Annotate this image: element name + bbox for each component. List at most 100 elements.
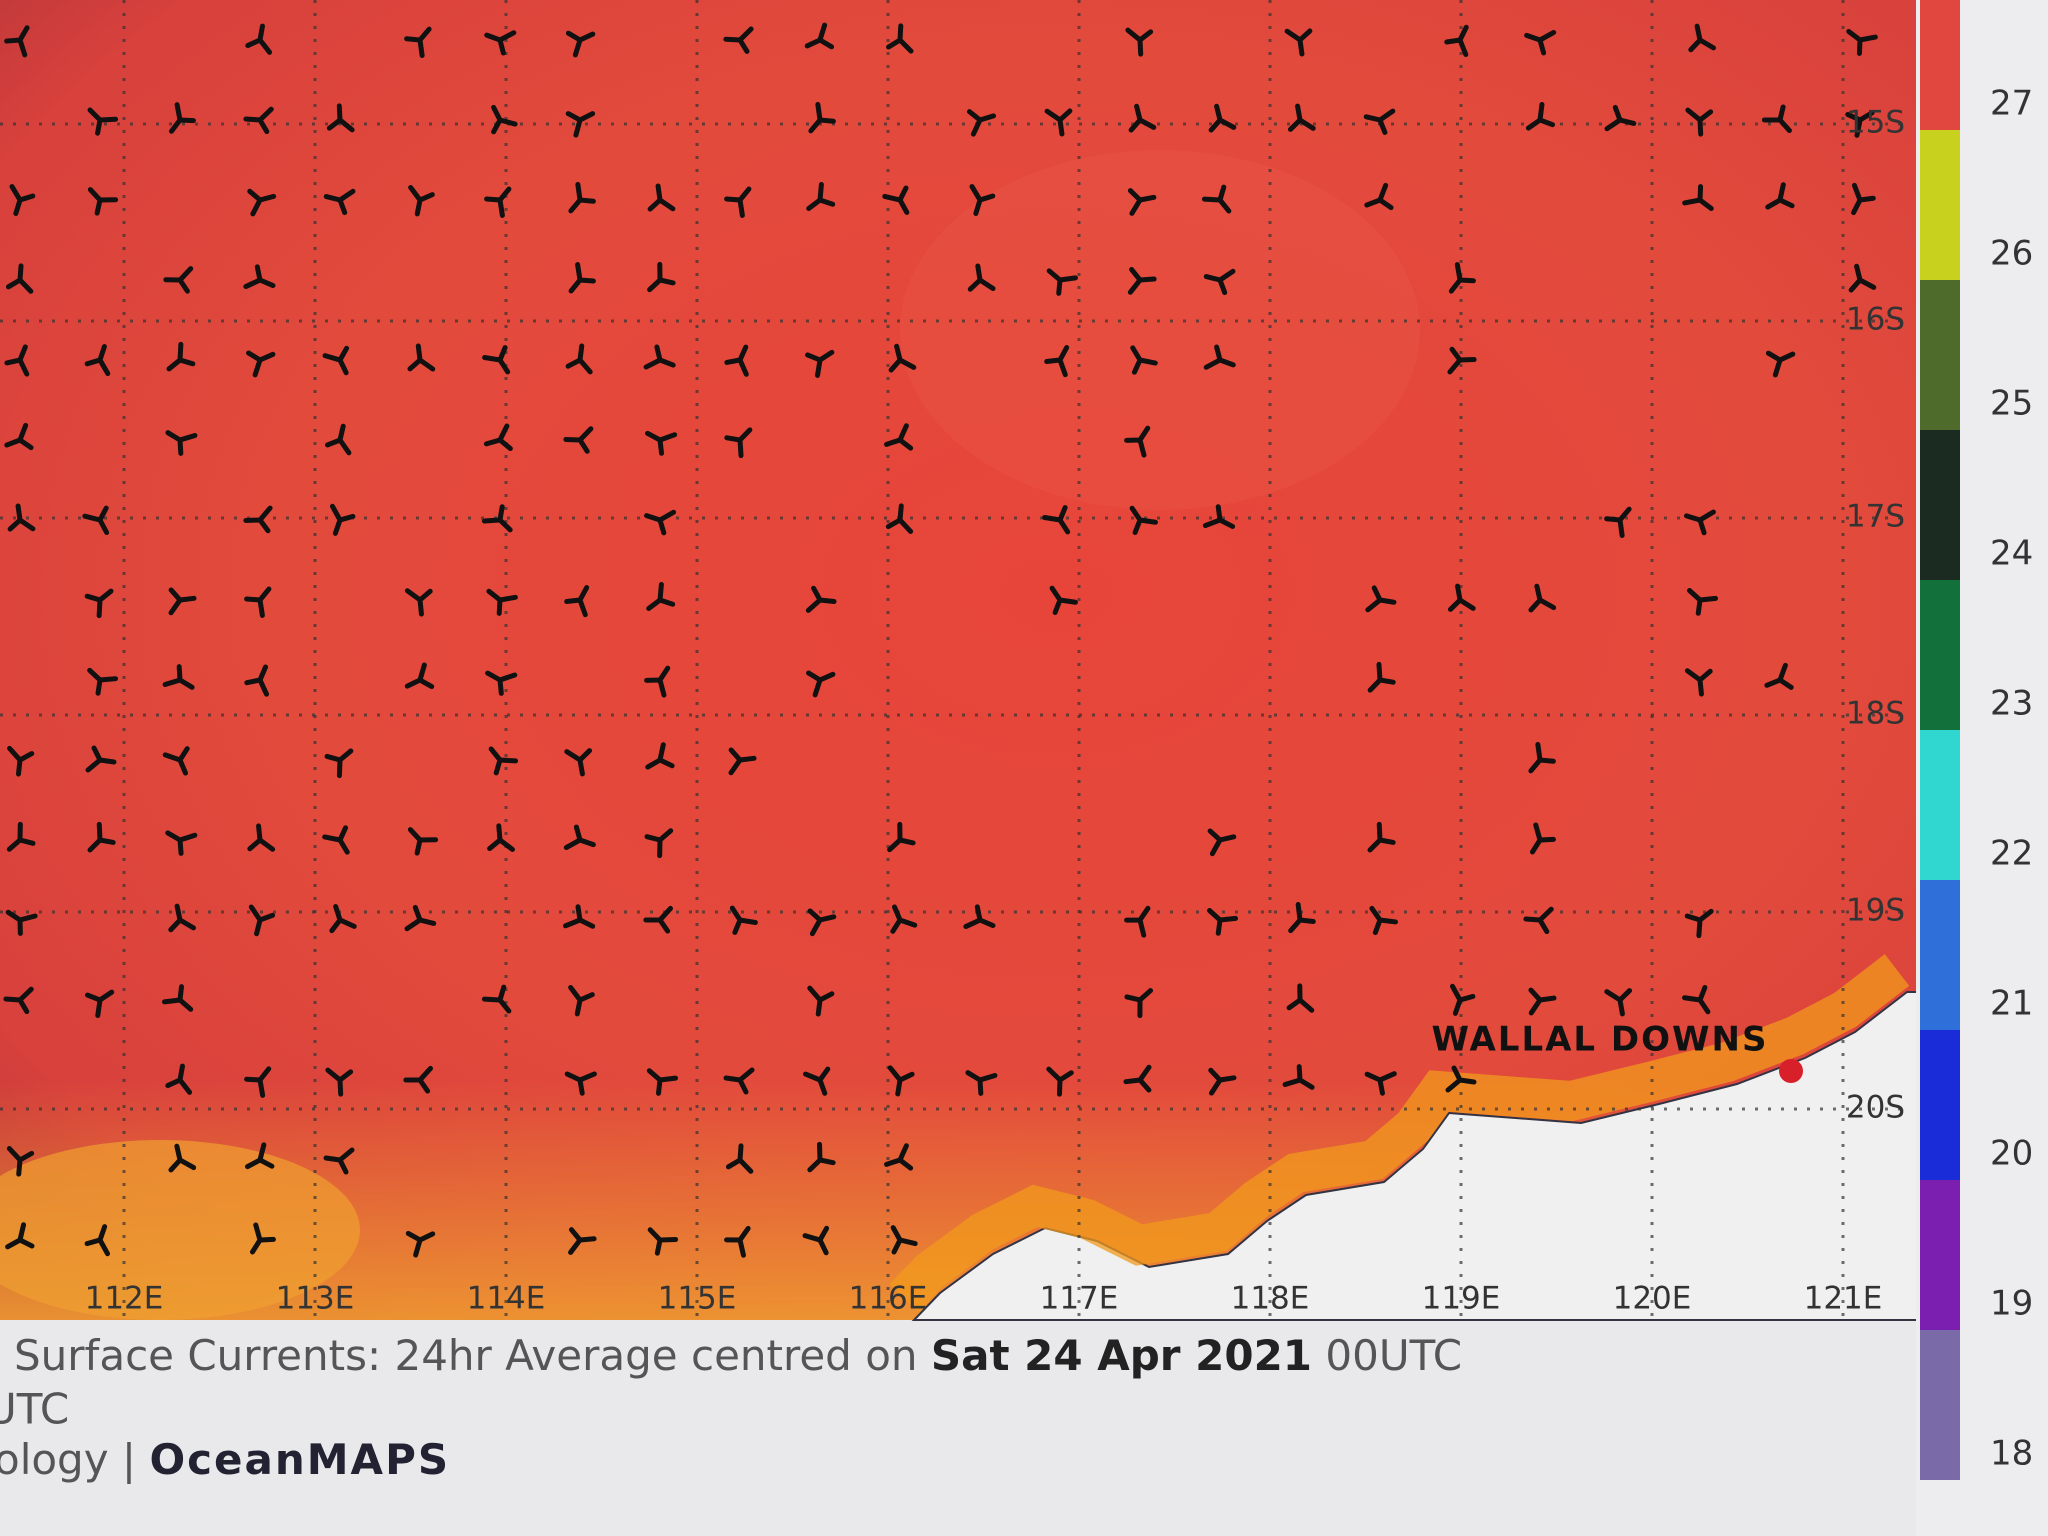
current-arrow bbox=[644, 828, 674, 859]
caption-text: ology | bbox=[0, 1435, 136, 1484]
colorbar-label: 20 bbox=[1990, 1134, 2033, 1174]
current-arrow bbox=[884, 423, 914, 451]
current-arrow bbox=[807, 985, 835, 1017]
current-arrow bbox=[806, 181, 836, 211]
current-arrow bbox=[723, 1067, 755, 1095]
current-arrow bbox=[643, 344, 676, 370]
current-arrow bbox=[1445, 1065, 1477, 1093]
current-arrow bbox=[85, 745, 117, 773]
current-arrow bbox=[646, 1068, 679, 1096]
current-arrow bbox=[249, 1222, 276, 1255]
current-arrow bbox=[1207, 908, 1239, 936]
current-arrow bbox=[5, 909, 38, 936]
current-arrow bbox=[723, 26, 754, 54]
current-arrow bbox=[4, 344, 30, 377]
current-arrow bbox=[563, 824, 596, 851]
current-arrow bbox=[483, 423, 513, 452]
lon-label: 113E bbox=[276, 1281, 355, 1317]
current-arrow bbox=[1123, 1064, 1152, 1093]
current-arrow bbox=[1208, 1067, 1237, 1096]
colorbar-segment bbox=[1920, 0, 1960, 130]
current-arrow bbox=[245, 23, 273, 55]
caption-text: Surface Currents: 24hr Average centred o… bbox=[14, 1331, 918, 1380]
current-arrow bbox=[329, 904, 357, 934]
current-arrow bbox=[803, 1066, 831, 1096]
current-arrow bbox=[324, 748, 354, 779]
lat-label: 17S bbox=[1846, 499, 1905, 535]
lon-label: 112E bbox=[85, 1281, 164, 1317]
current-arrow bbox=[247, 823, 276, 852]
colorbar-segment bbox=[1920, 1330, 1960, 1480]
current-arrow bbox=[563, 426, 594, 454]
current-arrow bbox=[724, 427, 753, 459]
current-arrow bbox=[1203, 268, 1236, 296]
current-arrow bbox=[805, 585, 837, 613]
current-arrow bbox=[1046, 1066, 1074, 1097]
colorbar-segment bbox=[1920, 730, 1960, 880]
current-arrow bbox=[243, 264, 276, 290]
current-arrow bbox=[965, 1070, 998, 1096]
current-arrow bbox=[1363, 108, 1396, 135]
colorbar-segment bbox=[1920, 280, 1960, 430]
caption-line: UTC bbox=[0, 1385, 69, 1434]
current-arrow bbox=[647, 1227, 679, 1256]
current-arrow bbox=[1127, 188, 1157, 216]
current-arrow bbox=[481, 504, 513, 533]
current-arrow bbox=[886, 23, 914, 54]
colorbar-segment bbox=[1920, 880, 1960, 1030]
current-arrow bbox=[404, 26, 432, 58]
current-arrow bbox=[890, 1225, 918, 1255]
current-arrow bbox=[165, 430, 198, 456]
current-arrow bbox=[87, 107, 119, 136]
current-arrow bbox=[1444, 24, 1469, 58]
current-arrow bbox=[5, 263, 34, 294]
current-arrow bbox=[4, 422, 34, 451]
graticule bbox=[0, 0, 1900, 1320]
current-arrow bbox=[82, 505, 110, 536]
current-arrow bbox=[168, 102, 196, 134]
current-arrow bbox=[326, 103, 355, 133]
current-arrow bbox=[564, 748, 593, 777]
current-arrow bbox=[488, 746, 519, 776]
current-arrow bbox=[329, 503, 356, 536]
current-arrows bbox=[3, 22, 1878, 1258]
colorbar-segment bbox=[1920, 1030, 1960, 1180]
current-arrow bbox=[161, 984, 194, 1012]
current-arrow bbox=[168, 587, 197, 616]
current-arrow bbox=[1604, 988, 1633, 1017]
current-arrow bbox=[1201, 184, 1232, 214]
current-arrow bbox=[1449, 983, 1476, 1016]
current-arrow bbox=[1846, 28, 1878, 56]
current-arrow bbox=[564, 1071, 597, 1096]
current-arrow bbox=[407, 827, 439, 856]
lon-label: 115E bbox=[658, 1281, 737, 1317]
colorbar-label: 21 bbox=[1990, 984, 2033, 1024]
land bbox=[911, 991, 1921, 1321]
current-arrow bbox=[724, 344, 749, 377]
current-arrow bbox=[647, 183, 676, 212]
current-arrow bbox=[322, 825, 350, 855]
current-arrow bbox=[1604, 104, 1637, 132]
current-arrow bbox=[1203, 344, 1236, 370]
current-arrow bbox=[84, 588, 114, 619]
colorbar-label: 24 bbox=[1990, 534, 2033, 574]
current-arrow bbox=[9, 184, 36, 217]
current-arrow bbox=[4, 25, 30, 58]
current-arrow bbox=[87, 667, 119, 696]
current-arrow bbox=[1682, 985, 1711, 1015]
current-arrow bbox=[1207, 828, 1237, 857]
current-arrow bbox=[482, 345, 511, 375]
current-arrow bbox=[1044, 345, 1070, 378]
current-arrow bbox=[244, 1142, 275, 1170]
current-arrow bbox=[966, 109, 997, 137]
current-arrow bbox=[568, 182, 596, 214]
current-arrow bbox=[1208, 103, 1237, 133]
current-arrow bbox=[407, 343, 436, 372]
lon-label: 117E bbox=[1040, 1281, 1119, 1317]
current-arrow bbox=[1202, 504, 1236, 529]
current-arrow bbox=[806, 670, 836, 698]
current-arrow bbox=[243, 505, 273, 534]
current-arrow bbox=[1761, 104, 1792, 134]
